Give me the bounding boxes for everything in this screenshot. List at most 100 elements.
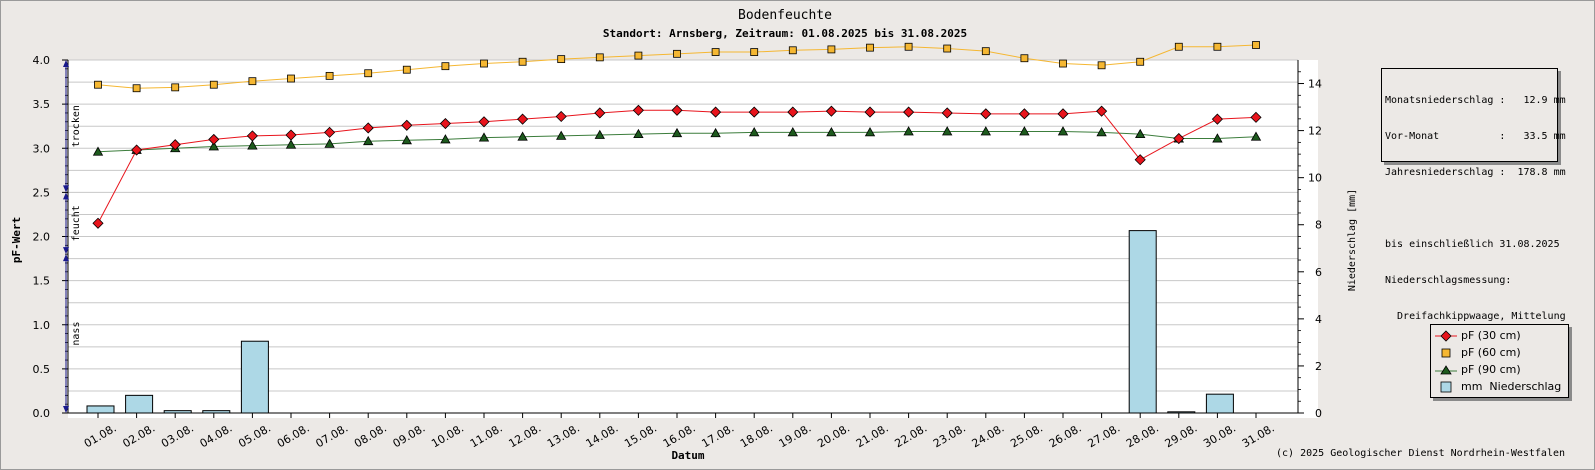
point-pf30 xyxy=(517,113,529,125)
point-pf60 xyxy=(557,55,566,64)
point-pf30 xyxy=(941,107,953,119)
point-pf60 xyxy=(904,42,913,51)
point-pf60 xyxy=(1213,42,1222,51)
point-pf30 xyxy=(169,139,181,151)
zone-arrow-up-icon xyxy=(63,60,69,67)
legend-label-pf30: pF (30 cm) xyxy=(1461,329,1521,342)
x-tick-label: 26.08. xyxy=(1047,422,1084,451)
x-tick-label: 02.08. xyxy=(120,422,157,451)
point-pf60 xyxy=(827,45,836,54)
y-tick-label: 0.5 xyxy=(33,363,51,376)
point-pf30 xyxy=(671,104,683,116)
point-pf90 xyxy=(749,127,760,137)
point-pf30 xyxy=(710,106,722,118)
point-pf60 xyxy=(1136,57,1145,66)
x-tick-label: 19.08. xyxy=(777,422,814,451)
zone-label: nass xyxy=(71,322,82,346)
point-pf90 xyxy=(903,126,914,136)
point-pf60 xyxy=(94,80,102,89)
point-pf60 xyxy=(1020,54,1029,63)
zone-arrow-down-icon xyxy=(63,185,69,193)
point-pf30 xyxy=(555,110,567,123)
y2-tick-label: 6 xyxy=(1315,266,1322,279)
y2-tick-label: 10 xyxy=(1308,172,1322,185)
point-pf90 xyxy=(864,127,876,137)
zone-label: feucht xyxy=(71,205,82,241)
point-pf90 xyxy=(208,141,219,151)
point-pf30 xyxy=(285,129,297,141)
legend-square-icon xyxy=(1441,348,1451,358)
point-pf90 xyxy=(1019,126,1030,136)
moisture-zones: trocken feucht nass xyxy=(63,60,82,413)
x-tick-label: 29.08. xyxy=(1163,422,1200,451)
point-pf60 xyxy=(788,46,797,55)
point-pf30 xyxy=(1211,113,1223,125)
point-pf60 xyxy=(1252,41,1260,49)
point-pf30 xyxy=(632,104,644,116)
x-tick-label: 10.08. xyxy=(429,422,466,451)
info-line-blank xyxy=(1385,203,1554,215)
y2-tick-label: 0 xyxy=(1315,407,1322,420)
y-tick-label: 4.0 xyxy=(33,54,51,67)
point-pf60 xyxy=(1174,42,1183,51)
point-pf90 xyxy=(1250,131,1262,141)
point-pf30 xyxy=(594,107,606,119)
y2-tick-label: 2 xyxy=(1315,360,1322,373)
point-pf30 xyxy=(748,106,760,118)
point-pf90 xyxy=(633,128,644,139)
info-line-month: Monatsniederschlag : 12.9 mm xyxy=(1385,95,1566,106)
point-pf60 xyxy=(634,51,643,60)
point-pf30 xyxy=(439,117,451,130)
point-pf90 xyxy=(1057,126,1069,136)
legend-item-pf90: pF (90 cm) xyxy=(1431,362,1568,379)
y-tick-label: 2.5 xyxy=(33,186,51,199)
point-pf30 xyxy=(1250,111,1262,123)
point-pf60 xyxy=(750,48,759,56)
point-pf30 xyxy=(1057,108,1069,120)
info-line-method: Dreifachkippwaage, Mittelung xyxy=(1385,311,1566,322)
point-pf90 xyxy=(787,127,798,137)
point-pf90 xyxy=(92,146,104,156)
y-tick-label: 1.5 xyxy=(33,275,51,288)
point-pf30 xyxy=(401,119,413,131)
point-pf60 xyxy=(441,62,450,71)
point-pf60 xyxy=(364,69,373,78)
point-pf60 xyxy=(325,71,334,80)
y-axis-label: pF-Wert xyxy=(10,217,23,263)
point-pf90 xyxy=(671,127,683,138)
x-tick-label: 13.08. xyxy=(545,422,582,451)
point-pf30 xyxy=(208,133,220,145)
x-tick-label: 21.08. xyxy=(854,422,891,451)
x-tick-label: 05.08. xyxy=(236,422,273,451)
precipitation-bar xyxy=(1205,393,1234,414)
point-pf90 xyxy=(556,130,567,140)
point-pf30 xyxy=(980,108,992,120)
x-tick-label: 18.08. xyxy=(738,422,775,451)
point-pf90 xyxy=(440,134,451,144)
x-tick-label: 08.08. xyxy=(352,422,389,451)
y-tick-label: 3.0 xyxy=(33,142,51,155)
point-pf30 xyxy=(246,130,258,142)
y2-tick-label: 14 xyxy=(1308,78,1322,91)
y2-axis-label: Niederschlag [mm] xyxy=(1347,189,1358,291)
y2-tick-label: 12 xyxy=(1308,125,1322,138)
point-pf30 xyxy=(362,122,374,134)
x-tick-label: 14.08. xyxy=(584,422,621,451)
point-pf60 xyxy=(1097,61,1106,70)
info-line-until: bis einschließlich 31.08.2025 xyxy=(1385,239,1560,250)
chart-subtitle: Standort: Arnsberg, Zeitraum: 01.08.2025… xyxy=(603,27,967,40)
point-pf90 xyxy=(247,140,258,150)
zone-arrow-up-icon xyxy=(63,254,69,262)
point-pf90 xyxy=(1135,128,1146,139)
x-tick-label: 17.08. xyxy=(699,422,736,451)
point-pf90 xyxy=(324,138,335,148)
point-pf60 xyxy=(943,44,952,53)
x-tick-label: 04.08. xyxy=(198,422,235,451)
point-pf30 xyxy=(903,106,915,118)
point-pf30 xyxy=(825,105,837,117)
point-pf30 xyxy=(324,126,336,138)
legend-bar-icon xyxy=(1440,381,1452,393)
legend-label-rain: mm Niederschlag xyxy=(1461,380,1562,393)
point-pf60 xyxy=(171,83,180,92)
